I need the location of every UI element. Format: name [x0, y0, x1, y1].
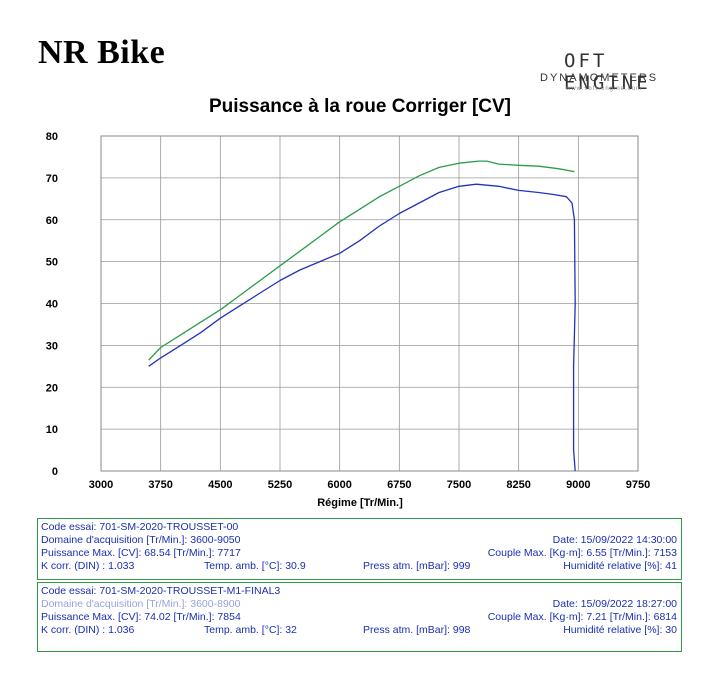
- chart-title: Puissance à la roue Corriger [CV]: [209, 96, 511, 117]
- run-date: Date: 15/09/2022 14:30:00: [552, 534, 677, 546]
- run-humidite: Humidité relative [%]: 30: [563, 624, 677, 636]
- run-press-atm: Press atm. [mBar]: 998: [363, 624, 471, 636]
- logo-line-2: DYNAMOMETERS: [540, 72, 659, 84]
- run-domaine: Domaine d'acquisition [Tr/Min.]: 3600-90…: [41, 534, 241, 546]
- run-k-corr: K corr. (DIN) : 1.036: [41, 624, 135, 636]
- run-info-box-2: Code essai: 701-SM-2020-TROUSSET-M1-FINA…: [37, 582, 682, 652]
- run-humidite: Humidité relative [%]: 41: [563, 560, 677, 572]
- x-tick-label: 6750: [387, 479, 411, 491]
- run-temp-amb: Temp. amb. [°C]: 32: [204, 624, 297, 636]
- series-line-2: [148, 183, 576, 472]
- run-puissance-max: Puissance Max. [CV]: 74.02 [Tr/Min.]: 78…: [41, 611, 241, 623]
- run-puissance-max: Puissance Max. [CV]: 68.54 [Tr/Min.]: 77…: [41, 547, 241, 559]
- x-tick-label: 6000: [327, 479, 351, 491]
- x-tick-label: 5250: [268, 479, 292, 491]
- y-tick-label: 30: [46, 340, 58, 352]
- x-tick-label: 3000: [89, 479, 113, 491]
- x-axis-label: Régime [Tr/Min.]: [317, 497, 403, 509]
- run-code: Code essai: 701-SM-2020-TROUSSET-M1-FINA…: [41, 585, 281, 597]
- soft-engine-logo: OFT ENGINE DYNAMOMETERS www.soft-engine.…: [540, 50, 690, 96]
- logo-line-1: OFT ENGINE: [564, 50, 651, 94]
- y-tick-label: 40: [46, 299, 58, 311]
- run-couple-max: Couple Max. [Kg·m]: 6.55 [Tr/Min.]: 7153: [487, 547, 677, 559]
- x-tick-label: 7500: [447, 479, 471, 491]
- run-info-box-1: Code essai: 701-SM-2020-TROUSSET-00 Doma…: [37, 518, 682, 580]
- x-tick-label: 4500: [208, 479, 232, 491]
- y-tick-label: 0: [52, 466, 58, 478]
- logo-line-3: www.soft-engine.com: [566, 86, 643, 92]
- run-k-corr: K corr. (DIN) : 1.033: [41, 560, 135, 572]
- x-tick-label: 3750: [148, 479, 172, 491]
- brand-title: NR Bike: [38, 34, 166, 71]
- x-tick-label: 9000: [566, 479, 590, 491]
- run-temp-amb: Temp. amb. [°C]: 30.9: [204, 560, 306, 572]
- y-tick-label: 70: [46, 173, 58, 185]
- y-tick-label: 10: [46, 424, 58, 436]
- run-domaine: Domaine d'acquisition [Tr/Min.]: 3600-89…: [41, 598, 241, 610]
- y-tick-label: 50: [46, 257, 58, 269]
- x-tick-label: 8250: [506, 479, 530, 491]
- y-tick-label: 20: [46, 382, 58, 394]
- run-couple-max: Couple Max. [Kg·m]: 7.21 [Tr/Min.]: 6814: [487, 611, 677, 623]
- y-tick-label: 80: [46, 131, 58, 143]
- run-date: Date: 15/09/2022 18:27:00: [552, 598, 677, 610]
- y-tick-label: 60: [46, 215, 58, 227]
- run-code: Code essai: 701-SM-2020-TROUSSET-00: [41, 521, 239, 533]
- x-tick-label: 9750: [626, 479, 650, 491]
- series-line-1: [148, 160, 575, 361]
- run-press-atm: Press atm. [mBar]: 999: [363, 560, 471, 572]
- plot-frame: [100, 135, 639, 472]
